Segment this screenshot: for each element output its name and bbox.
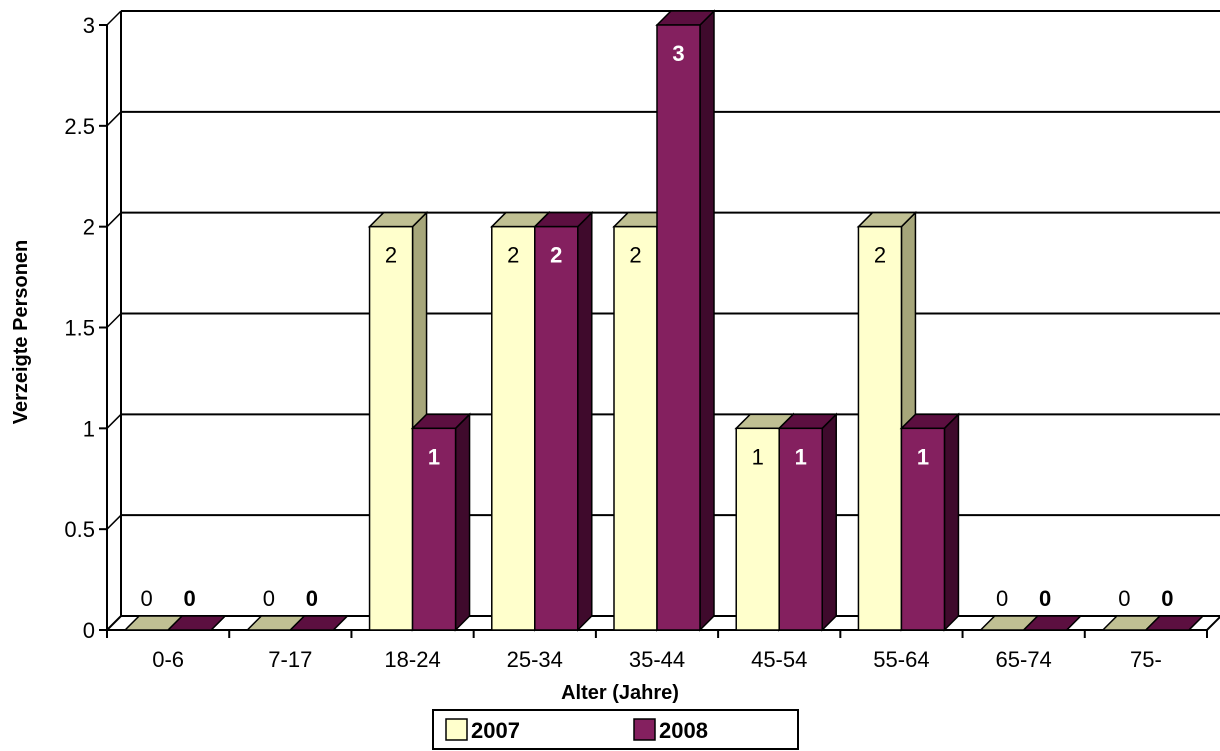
- legend-swatch-2007: [445, 718, 468, 741]
- gridline-side: [106, 312, 122, 329]
- x-tick-label: 0-6: [152, 647, 184, 672]
- data-label-2008-55-64: 1: [917, 444, 929, 469]
- legend-label-2008: 2008: [659, 718, 708, 743]
- y-tick-label: 1: [83, 416, 95, 441]
- y-tick-label: 2.5: [64, 114, 95, 139]
- legend-box: [432, 709, 799, 750]
- gridline-side: [106, 10, 122, 26]
- data-label-2007-75-: 0: [1118, 586, 1130, 611]
- legend: 2007 2008: [432, 709, 799, 750]
- bars: [123, 9, 1205, 632]
- bar-2008-65-74: [1021, 615, 1083, 631]
- data-label-2008-18-24: 1: [428, 444, 440, 469]
- bar-top: [288, 615, 350, 631]
- bar-2008-35-44: [655, 9, 716, 632]
- y-tick-label: 0: [83, 618, 95, 643]
- data-label-2007-25-34: 2: [507, 243, 519, 268]
- x-axis: 0-6 7-17 18-24 25-34 35-44 45-54 55-64 65-74 75-: [106, 630, 1208, 672]
- bar-2008-55-64: [899, 412, 961, 632]
- bar-top: [1021, 615, 1083, 631]
- data-label-2008-0-6: 0: [183, 586, 195, 611]
- x-tick-label: 55-64: [873, 647, 929, 672]
- data-label-2007-18-24: 2: [385, 243, 397, 268]
- bar-front: [534, 225, 579, 631]
- bar-front: [411, 427, 457, 631]
- gridline-side: [106, 413, 122, 429]
- gridline-side: [106, 111, 122, 127]
- y-tick-label: 2: [83, 215, 95, 240]
- bar-2008-45-54: [777, 412, 839, 632]
- bar-front: [656, 24, 701, 631]
- bar-2008-0-6: [166, 615, 227, 631]
- data-label-2008-25-34: 2: [550, 243, 562, 268]
- x-tick-label: 75-: [1130, 647, 1162, 672]
- gridline-side: [106, 514, 122, 530]
- data-labels: 0 0 0 0 2 1 2 2 2 3 1 1 2 1 0 0 0 0: [140, 41, 1173, 611]
- data-label-2008-75-: 0: [1161, 586, 1173, 611]
- y-tick-label: 3: [83, 13, 95, 38]
- x-tick-label: 65-74: [996, 647, 1052, 672]
- data-label-2008-65-74: 0: [1039, 586, 1051, 611]
- bar-front: [778, 427, 823, 631]
- y-axis-title: Verzeigte Personen: [10, 240, 32, 425]
- bar-front: [491, 225, 536, 631]
- bar-front: [857, 225, 903, 631]
- bar-2008-75-: [1144, 615, 1205, 631]
- y-tick-label: 0.5: [64, 517, 95, 542]
- legend-label-2007: 2007: [471, 718, 520, 743]
- bar-side: [821, 412, 837, 632]
- bar-side: [577, 210, 593, 632]
- bar-front: [735, 427, 780, 631]
- x-tick-label: 35-44: [629, 647, 685, 672]
- data-label-2007-55-64: 2: [874, 243, 886, 268]
- bar-top: [166, 615, 227, 631]
- bar-2008-25-34: [532, 210, 594, 632]
- x-tick-label: 45-54: [751, 647, 807, 672]
- y-axis: 0 0.5 1 1.5 2 2.5 3: [64, 13, 108, 643]
- bar-side: [699, 9, 715, 632]
- gridline-side: [106, 212, 122, 228]
- bar-side: [454, 412, 471, 632]
- x-tick-label: 25-34: [507, 647, 563, 672]
- bar-2008-7-17: [288, 615, 350, 631]
- data-label-2008-45-54: 1: [795, 444, 807, 469]
- data-label-2008-7-17: 0: [306, 586, 318, 611]
- data-label-2007-7-17: 0: [263, 586, 275, 611]
- x-tick-label: 18-24: [384, 647, 440, 672]
- bar-2008-18-24: [410, 412, 472, 632]
- bar-front: [900, 427, 946, 631]
- bar-front: [613, 225, 658, 631]
- data-label-2007-35-44: 2: [629, 243, 641, 268]
- bar-side: [943, 412, 960, 632]
- data-label-2007-45-54: 1: [752, 444, 764, 469]
- data-label-2007-65-74: 0: [996, 586, 1008, 611]
- bar-top: [1144, 615, 1205, 631]
- x-tick-label: 7-17: [268, 647, 312, 672]
- bar-front: [368, 225, 414, 631]
- y-tick-label: 1.5: [64, 316, 95, 341]
- data-label-2007-0-6: 0: [140, 586, 152, 611]
- x-axis-title: Alter (Jahre): [561, 682, 679, 704]
- data-label-2008-35-44: 3: [672, 41, 684, 66]
- legend-swatch-2008: [633, 718, 656, 741]
